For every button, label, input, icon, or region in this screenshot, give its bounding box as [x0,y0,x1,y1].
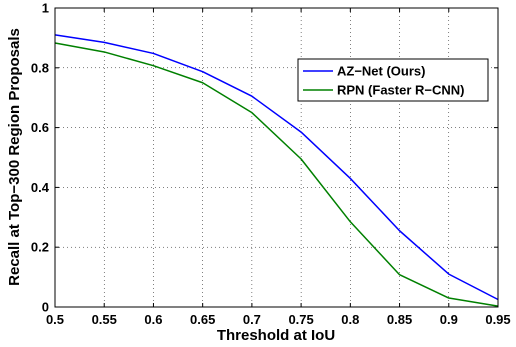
x-tick-label: 0.85 [387,312,412,327]
x-axis-label: Threshold at IoU [217,327,335,344]
legend: AZ−Net (Ours) RPN (Faster R−CNN) [297,58,489,102]
x-tick-label: 0.6 [144,312,162,327]
y-tick-label: 0.4 [31,180,50,195]
x-tick-label: 0.65 [190,312,215,327]
x-tick-label: 0.95 [485,312,510,327]
plot-background [55,8,498,307]
series-line-1 [54,42,499,307]
y-tick-label: 0 [42,300,49,315]
y-tick-label: 0.2 [31,240,49,255]
axis-ticks [54,7,499,308]
x-tick-label: 0.5 [46,312,64,327]
series-layer [54,34,499,307]
x-tick-labels: 0.5 0.55 0.6 0.65 0.7 0.75 0.8 0.85 0.9 0.95 [46,312,511,327]
x-tick-label: 0.8 [341,312,359,327]
y-tick-label: 1 [42,1,49,16]
y-tick-label: 0.6 [31,120,49,135]
y-tick-label: 0.8 [31,60,49,75]
x-tick-label: 0.9 [440,312,458,327]
legend-label-rpn: RPN (Faster R−CNN) [337,83,465,98]
y-axis-label: Recall at Top−300 Region Proposals [6,28,23,286]
legend-box [297,58,489,102]
plot-frame [54,7,499,308]
x-tick-label: 0.7 [243,312,261,327]
series-line-0 [54,34,499,301]
x-tick-label: 0.75 [288,312,313,327]
x-tick-label: 0.55 [92,312,117,327]
y-tick-labels: 0 0.2 0.4 0.6 0.8 1 [31,1,50,315]
legend-label-az-net: AZ−Net (Ours) [337,64,425,79]
